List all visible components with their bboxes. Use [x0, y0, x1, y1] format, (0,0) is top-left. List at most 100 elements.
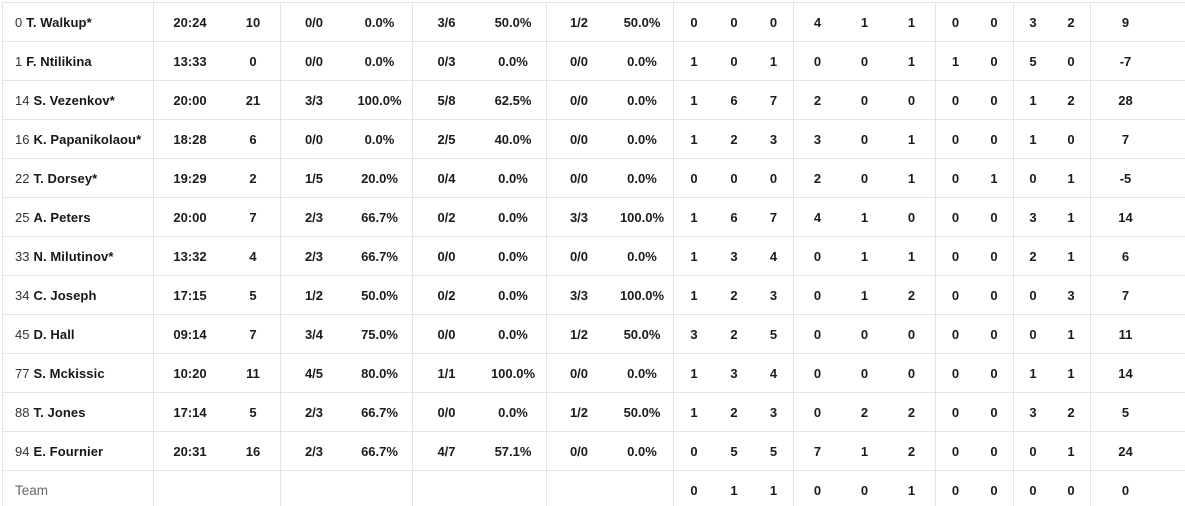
stat-fg2: 2/3: [304, 248, 324, 264]
stat-blk_for: 0: [951, 287, 960, 303]
stat-reb_off: 1: [690, 365, 698, 381]
stat-blk_against: 0: [975, 315, 1014, 353]
stat-reb_tot: 0: [754, 159, 794, 197]
player-row[interactable]: 94 E. Fournier 20:31 16 2/3 66.7% 4/7 57.1% 0/0 0…: [3, 432, 1185, 471]
stat-tov: 1: [888, 471, 936, 506]
team-label: Team: [15, 482, 49, 498]
stat-fg3: 0/2: [437, 287, 456, 303]
stat-min: 13:33: [173, 53, 207, 69]
stat-fg2pct: 75.0%: [347, 315, 413, 353]
stat-ftpct: 50.0%: [611, 393, 674, 431]
player-row[interactable]: 45 D. Hall 09:14 7 3/4 75.0% 0/0 0.0% 1/2 50.0% 3 2…: [3, 315, 1185, 354]
stat-reb_def: 0: [730, 170, 738, 186]
player-row[interactable]: 25 A. Peters 20:00 7 2/3 66.7% 0/2 0.0% 3/3 100.0…: [3, 198, 1185, 237]
player-row[interactable]: 1 F. Ntilikina 13:33 0 0/0 0.0% 0/3 0.0% 0/0 0.0%…: [3, 42, 1185, 81]
stat-ftpct: [611, 471, 674, 506]
stat-reb_off: 3: [690, 326, 698, 342]
stat-fouls_committed: 1: [1029, 365, 1037, 381]
player-name: T. Walkup*: [26, 14, 92, 30]
stat-ast: 0: [813, 326, 822, 342]
stat-ft: 1/2: [569, 326, 589, 342]
stat-reb_def: 2: [730, 326, 738, 342]
stat-reb_def: 3: [730, 365, 738, 381]
stat-fg3pct: 50.0%: [480, 3, 547, 41]
stat-tov: 2: [888, 393, 936, 431]
stat-fouls_drawn: 2: [1052, 393, 1091, 431]
stat-reb_def: 2: [730, 404, 738, 420]
stat-fg2pct: 100.0%: [347, 81, 413, 119]
stat-reb_tot: 1: [754, 42, 794, 80]
stat-fouls_committed: 5: [1029, 53, 1037, 69]
stat-fg3: 3/6: [437, 14, 456, 30]
stat-fg3: 0/2: [437, 209, 456, 225]
stat-fouls_drawn: 0: [1052, 42, 1091, 80]
stat-reb_off: 1: [690, 209, 698, 225]
stat-fg2pct: 80.0%: [347, 354, 413, 392]
stat-pts: 5: [226, 393, 281, 431]
stat-reb_tot: 3: [754, 120, 794, 158]
stat-fouls_drawn: 2: [1052, 81, 1091, 119]
stat-reb_def: 3: [730, 248, 738, 264]
player-name-cell: 25 A. Peters: [3, 198, 154, 236]
player-row[interactable]: 88 T. Jones 17:14 5 2/3 66.7% 0/0 0.0% 1/2 50.0% 1…: [3, 393, 1185, 432]
stat-ast: 4: [813, 14, 822, 30]
player-row[interactable]: 77 S. Mckissic 10:20 11 4/5 80.0% 1/1 100.0% 0/0…: [3, 354, 1185, 393]
stat-fg2pct: 66.7%: [347, 198, 413, 236]
player-row[interactable]: 22 T. Dorsey* 19:29 2 1/5 20.0% 0/4 0.0% 0/0 0.0%…: [3, 159, 1185, 198]
stat-reb_def: 0: [730, 53, 738, 69]
stat-stl: 1: [860, 14, 869, 30]
stat-reb_def: 2: [730, 287, 738, 303]
stat-ft: 0/0: [569, 92, 589, 108]
player-name-cell: 1 F. Ntilikina: [3, 42, 154, 80]
stat-ast: 2: [813, 92, 822, 108]
player-row[interactable]: 14 S. Vezenkov* 20:00 21 3/3 100.0% 5/8 62.5% 0/…: [3, 81, 1185, 120]
stat-fouls_drawn: 0: [1052, 120, 1091, 158]
player-row[interactable]: 33 N. Milutinov* 13:32 4 2/3 66.7% 0/0 0.0% 0/0 0…: [3, 237, 1185, 276]
stat-fg2: [281, 471, 347, 506]
stat-blk_against: 0: [975, 120, 1014, 158]
stat-ft: 1/2: [569, 404, 589, 420]
player-row[interactable]: 16 K. Papanikolaou* 18:28 6 0/0 0.0% 2/5 40.0% 0…: [3, 120, 1185, 159]
stat-ast: 2: [813, 170, 822, 186]
player-jersey-number: 25: [15, 209, 30, 225]
player-jersey-number: 33: [15, 248, 30, 264]
player-name-cell: 33 N. Milutinov*: [3, 237, 154, 275]
stat-blk_for: 0: [951, 482, 960, 498]
stat-fouls_committed: 3: [1029, 14, 1037, 30]
stat-ftpct: 0.0%: [611, 81, 674, 119]
stat-fg2pct: 0.0%: [347, 3, 413, 41]
stat-fg2pct: 66.7%: [347, 432, 413, 470]
stat-tov: 1: [888, 237, 936, 275]
stat-reb_def: 0: [730, 14, 738, 30]
stat-stl: 0: [860, 326, 869, 342]
stat-fouls_committed: 0: [1029, 170, 1037, 186]
stat-reb_tot: 5: [754, 315, 794, 353]
player-name-cell: 94 E. Fournier: [3, 432, 154, 470]
stat-fg3: 0/4: [437, 170, 456, 186]
stat-fg2: 4/5: [304, 365, 324, 381]
stat-pir: 24: [1118, 443, 1133, 459]
player-row[interactable]: 34 C. Joseph 17:15 5 1/2 50.0% 0/2 0.0% 3/3 100.0…: [3, 276, 1185, 315]
stat-fouls_committed: 3: [1029, 404, 1037, 420]
stat-fg2pct: 0.0%: [347, 42, 413, 80]
stat-fg3: 5/8: [437, 92, 456, 108]
stat-stl: 0: [860, 131, 869, 147]
stat-ftpct: 0.0%: [611, 237, 674, 275]
player-row[interactable]: 0 T. Walkup* 20:24 10 0/0 0.0% 3/6 50.0% 1/2 50.0…: [3, 3, 1185, 42]
stat-min: 20:00: [173, 92, 207, 108]
stat-ftpct: 0.0%: [611, 432, 674, 470]
stat-min: 09:14: [173, 326, 207, 342]
stat-fg2pct: 20.0%: [347, 159, 413, 197]
stat-stl: 1: [860, 209, 869, 225]
stat-tov: 1: [888, 120, 936, 158]
stat-blk_against: 1: [975, 159, 1014, 197]
stat-tov: 1: [888, 3, 936, 41]
stat-reb_off: 1: [690, 131, 698, 147]
stat-ftpct: 0.0%: [611, 159, 674, 197]
stat-reb_off: 1: [690, 248, 698, 264]
stat-pts: 2: [226, 159, 281, 197]
player-name: K. Papanikolaou*: [33, 131, 142, 147]
stat-tov: 0: [888, 354, 936, 392]
stat-pir: -7: [1119, 53, 1132, 69]
